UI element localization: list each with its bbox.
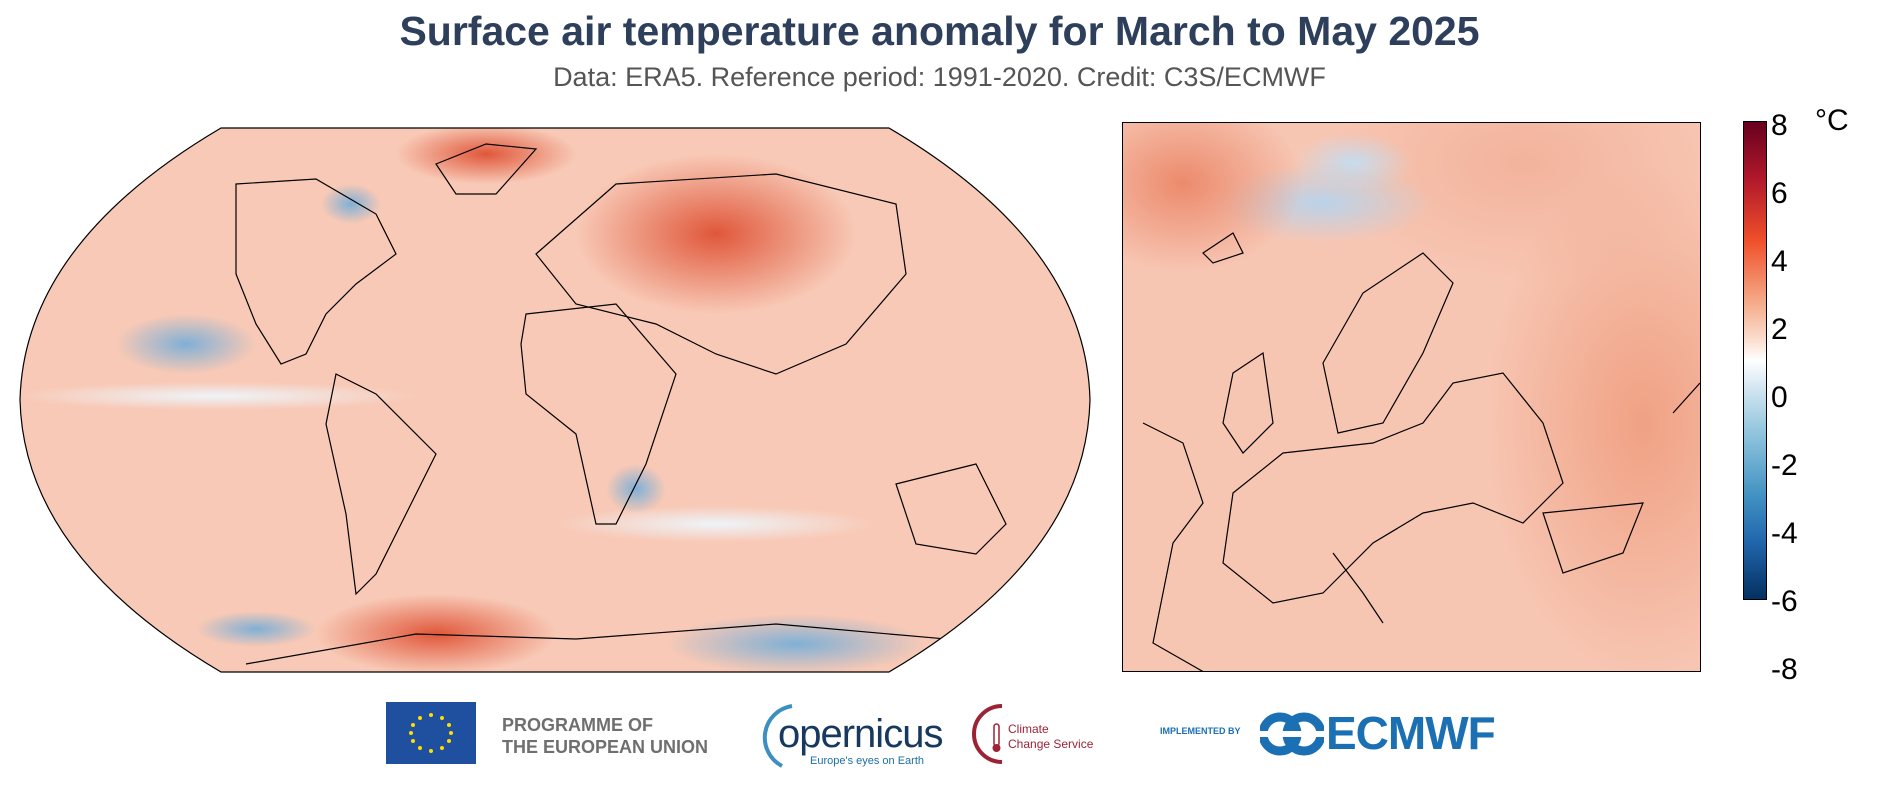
cold-anomaly-east-antarctica bbox=[666, 614, 926, 672]
colorbar-tick: -8 bbox=[1771, 653, 1798, 686]
eu-flag-logo bbox=[386, 702, 476, 764]
ecmwf-logo-icon bbox=[1260, 712, 1324, 756]
copernicus-logo-arc bbox=[762, 704, 793, 768]
copernicus-logo-text: opernicus bbox=[778, 712, 943, 756]
c3s-line-2: Change Service bbox=[1008, 737, 1094, 751]
colorbar-tick: -6 bbox=[1771, 585, 1798, 618]
warm-anomaly-antarctica-peninsula bbox=[316, 594, 556, 672]
cold-anomaly-hudson-bay bbox=[321, 184, 381, 224]
colorbar-tick: -4 bbox=[1771, 517, 1798, 550]
colorbar-tick: 6 bbox=[1771, 177, 1788, 210]
chart-subtitle: Data: ERA5. Reference period: 1991-2020.… bbox=[553, 62, 1326, 92]
eu-programme-text: PROGRAMME OF THE EUROPEAN UNION bbox=[502, 714, 708, 758]
neutral-southern-ocean bbox=[556, 506, 876, 542]
eu-line-2: THE EUROPEAN UNION bbox=[502, 737, 709, 757]
colorbar-tick: 8 bbox=[1771, 109, 1788, 142]
eu-line-1: PROGRAMME OF bbox=[502, 715, 653, 735]
c3s-logo-text: Climate Change Service bbox=[1008, 722, 1093, 752]
chart-title: Surface air temperature anomaly for Marc… bbox=[399, 8, 1480, 54]
colorbar-tick: -2 bbox=[1771, 449, 1798, 482]
c3s-logo-icon bbox=[972, 704, 1003, 764]
implemented-by-text: IMPLEMENTED BY bbox=[1160, 726, 1241, 736]
c3s-line-1: Climate bbox=[1008, 722, 1049, 736]
colorbar-tick: 2 bbox=[1771, 313, 1788, 346]
copernicus-tagline: Europe's eyes on Earth bbox=[810, 755, 925, 767]
global-anomaly-map bbox=[19, 127, 1091, 673]
neutral-tropical-pacific bbox=[20, 382, 416, 410]
colorbar bbox=[1743, 121, 1767, 600]
colorbar-tick: 4 bbox=[1771, 245, 1788, 278]
ecmwf-logo-text: ECMWF bbox=[1326, 707, 1496, 759]
europe-coastlines bbox=[1142, 232, 1700, 671]
warm-anomaly-central-asia bbox=[576, 154, 856, 314]
warm-anomaly-arctic bbox=[396, 128, 576, 184]
logo-bar: PROGRAMME OF THE EUROPEAN UNION opernicus… bbox=[0, 700, 1879, 770]
cold-anomaly-pacific bbox=[116, 314, 256, 374]
colorbar-unit: °C bbox=[1815, 104, 1849, 137]
cold-anomaly-southern-africa bbox=[606, 464, 666, 514]
cold-anomaly-west-antarctica bbox=[196, 611, 316, 647]
europe-anomaly-map bbox=[1122, 122, 1701, 672]
colorbar-tick: 0 bbox=[1771, 381, 1788, 414]
